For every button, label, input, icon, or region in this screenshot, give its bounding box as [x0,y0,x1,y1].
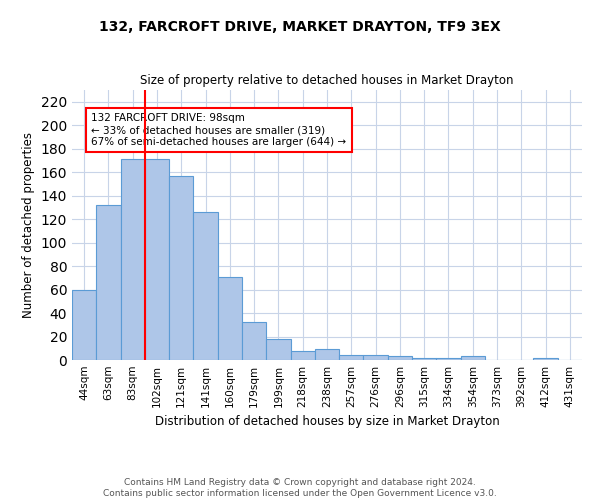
Bar [388,356,412,360]
Bar [461,356,485,360]
Bar [193,212,218,360]
Bar [169,176,193,360]
Bar [121,160,145,360]
Bar [218,276,242,360]
Bar [436,358,461,360]
Text: 132, FARCROFT DRIVE, MARKET DRAYTON, TF9 3EX: 132, FARCROFT DRIVE, MARKET DRAYTON, TF9… [99,20,501,34]
Bar [145,160,169,360]
Bar [266,339,290,360]
Bar [72,290,96,360]
Bar [315,350,339,360]
Bar [533,358,558,360]
Bar [96,205,121,360]
Bar [412,358,436,360]
Title: Size of property relative to detached houses in Market Drayton: Size of property relative to detached ho… [140,74,514,88]
Bar [339,356,364,360]
Text: 132 FARCROFT DRIVE: 98sqm
← 33% of detached houses are smaller (319)
67% of semi: 132 FARCROFT DRIVE: 98sqm ← 33% of detac… [91,114,347,146]
Y-axis label: Number of detached properties: Number of detached properties [22,132,35,318]
Bar [364,356,388,360]
Bar [290,350,315,360]
Text: Contains HM Land Registry data © Crown copyright and database right 2024.
Contai: Contains HM Land Registry data © Crown c… [103,478,497,498]
X-axis label: Distribution of detached houses by size in Market Drayton: Distribution of detached houses by size … [155,416,499,428]
Bar [242,322,266,360]
